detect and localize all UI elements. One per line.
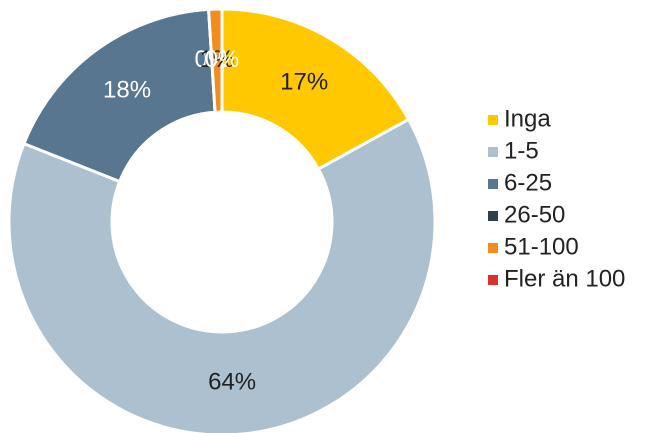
legend-swatch (488, 243, 498, 253)
data-label: 1% (200, 46, 235, 73)
legend-swatch (488, 115, 498, 125)
data-label: 0% (205, 46, 240, 73)
legend-text: Inga (504, 105, 551, 132)
data-label: 64% (208, 369, 256, 396)
donut-slice (220, 7, 411, 172)
legend-swatch (488, 147, 498, 157)
legend-swatch (488, 211, 498, 221)
data-label: 0% (195, 46, 230, 73)
donut-slice (22, 7, 217, 184)
legend-text: Fler än 100 (504, 265, 625, 292)
data-label: 18% (103, 77, 151, 104)
legend-text: 51-100 (504, 233, 579, 260)
legend-swatch (488, 275, 498, 285)
legend-text: 1-5 (504, 137, 539, 164)
legend-text: 26-50 (504, 201, 565, 228)
legend-swatch (488, 179, 498, 189)
donut-slice (7, 117, 437, 433)
legend-text: 6-25 (504, 169, 552, 196)
data-label: 17% (280, 68, 328, 95)
